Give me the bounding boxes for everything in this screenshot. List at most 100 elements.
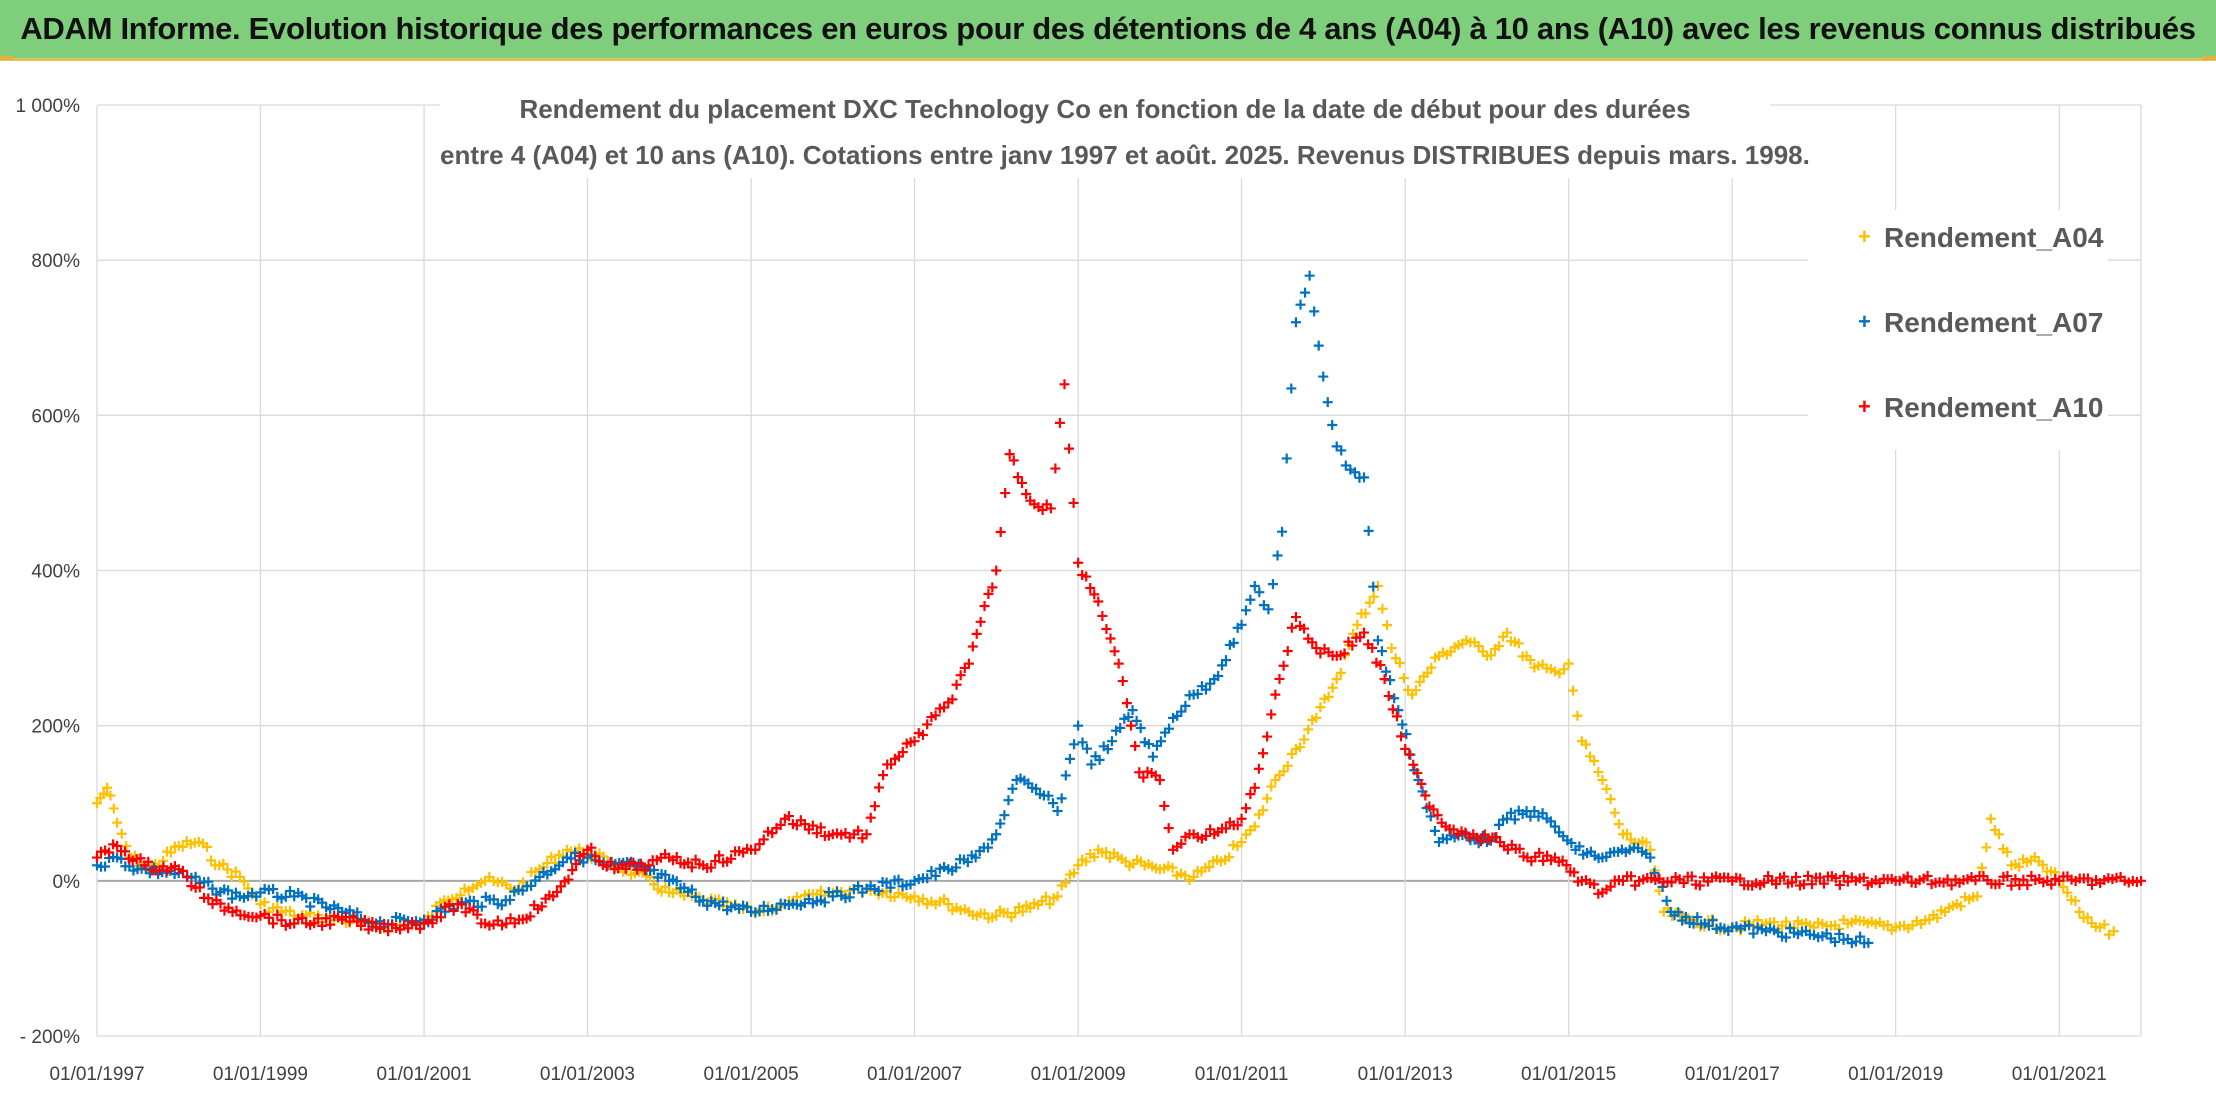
point-a10 xyxy=(1678,877,1689,888)
x-tick-label: 01/01/2015 xyxy=(1521,1064,1616,1085)
point-a07 xyxy=(1359,472,1370,483)
point-a10 xyxy=(1232,820,1243,831)
point-a10 xyxy=(1534,847,1545,858)
point-a10 xyxy=(1176,838,1187,849)
point-a07 xyxy=(1031,783,1042,794)
point-a10 xyxy=(1037,505,1048,516)
point-a07 xyxy=(1692,912,1703,923)
x-tick-label: 01/01/2003 xyxy=(540,1064,635,1085)
point-a10 xyxy=(1262,731,1273,742)
point-a10 xyxy=(1113,658,1124,669)
x-tick-label: 01/01/2019 xyxy=(1848,1064,1943,1085)
point-a04 xyxy=(1010,908,1021,919)
point-a10 xyxy=(435,912,446,923)
point-a10 xyxy=(967,641,978,652)
point-a07 xyxy=(771,904,782,915)
point-a07 xyxy=(223,885,234,896)
point-a10 xyxy=(1383,691,1394,702)
point-a07 xyxy=(1052,806,1063,817)
point-a10 xyxy=(1163,823,1174,834)
point-a10 xyxy=(456,899,467,910)
point-a07 xyxy=(1281,453,1292,464)
point-a04 xyxy=(230,866,241,877)
point-a04 xyxy=(1167,862,1178,873)
point-a10 xyxy=(1154,774,1165,785)
point-a04 xyxy=(1549,666,1560,677)
point-a10 xyxy=(1274,673,1285,684)
point-a04 xyxy=(1188,871,1199,882)
point-a07 xyxy=(991,829,1002,840)
point-a04 xyxy=(108,803,119,814)
x-tick-label: 01/01/2005 xyxy=(704,1064,799,1085)
point-a10 xyxy=(897,747,908,758)
point-a07 xyxy=(1673,907,1684,918)
point-a10 xyxy=(1307,637,1318,648)
point-a10 xyxy=(403,923,414,934)
point-a07 xyxy=(1781,932,1792,943)
point-a10 xyxy=(177,865,188,876)
point-a10 xyxy=(758,834,769,845)
point-a10 xyxy=(1249,782,1260,793)
point-a10 xyxy=(987,582,998,593)
point-a04 xyxy=(1525,654,1536,665)
point-a07 xyxy=(1102,744,1113,755)
point-a04 xyxy=(1386,643,1397,654)
point-a10 xyxy=(1416,778,1427,789)
point-a07 xyxy=(999,810,1010,821)
point-a04 xyxy=(1994,829,2005,840)
point-a10 xyxy=(643,860,654,871)
point-a07 xyxy=(1336,445,1347,456)
point-a10 xyxy=(1117,676,1128,687)
point-a07 xyxy=(1217,660,1228,671)
point-a10 xyxy=(586,842,597,853)
point-a10 xyxy=(922,719,933,730)
point-a07 xyxy=(344,905,355,916)
point-a10 xyxy=(297,912,308,923)
point-a07 xyxy=(995,818,1006,829)
point-a10 xyxy=(1802,870,1813,881)
legend-label-a07: Rendement_A07 xyxy=(1884,307,2104,338)
point-a04 xyxy=(1204,861,1215,872)
point-a04 xyxy=(2108,926,2119,937)
point-a04 xyxy=(1017,906,1028,917)
point-a10 xyxy=(1201,830,1212,841)
point-a10 xyxy=(1236,813,1247,824)
point-a07 xyxy=(1304,270,1315,281)
point-a04 xyxy=(1044,899,1055,910)
point-a10 xyxy=(356,920,367,931)
point-a07 xyxy=(1327,420,1338,431)
x-tick-label: 01/01/2011 xyxy=(1195,1064,1289,1085)
point-a07 xyxy=(1094,754,1105,765)
point-a10 xyxy=(971,628,982,639)
legend-label-a10: Rendement_A10 xyxy=(1884,392,2104,423)
point-a10 xyxy=(1299,623,1310,634)
point-a10 xyxy=(686,862,697,873)
point-a10 xyxy=(2082,873,2093,884)
point-a07 xyxy=(873,885,884,896)
point-a10 xyxy=(939,702,950,713)
point-a04 xyxy=(1323,691,1334,702)
point-a04 xyxy=(1331,674,1342,685)
point-a10 xyxy=(726,853,737,864)
point-a04 xyxy=(1364,597,1375,608)
legend-marker-a10: + xyxy=(1858,394,1871,419)
point-a07 xyxy=(1086,759,1097,770)
point-a04 xyxy=(917,893,928,904)
point-a07 xyxy=(1201,684,1212,695)
point-a07 xyxy=(1290,317,1301,328)
point-a04 xyxy=(455,890,466,901)
point-a10 xyxy=(215,898,226,909)
point-a04 xyxy=(1882,919,1893,930)
point-a04 xyxy=(1976,862,1987,873)
point-a10 xyxy=(1130,741,1141,752)
point-a10 xyxy=(991,565,1002,576)
point-a04 xyxy=(1593,767,1604,778)
point-a04 xyxy=(92,798,102,809)
point-a07 xyxy=(962,857,973,868)
point-a10 xyxy=(1589,879,1600,890)
point-a10 xyxy=(1412,768,1423,779)
point-a04 xyxy=(1286,748,1297,759)
point-a07 xyxy=(1748,928,1759,939)
point-a07 xyxy=(881,877,892,888)
point-a04 xyxy=(1981,842,1992,853)
